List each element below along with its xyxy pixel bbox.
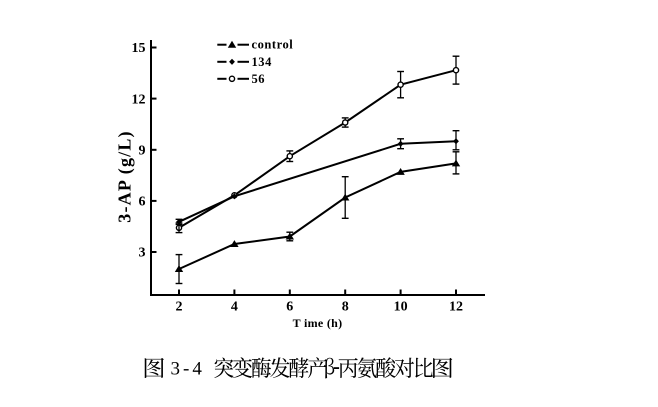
svg-text:12: 12 <box>449 300 463 315</box>
svg-text:T ime (h): T ime (h) <box>293 316 343 330</box>
svg-text:3: 3 <box>139 246 146 261</box>
svg-text:12: 12 <box>132 92 146 107</box>
svg-text:4: 4 <box>231 300 238 315</box>
svg-text:56: 56 <box>252 72 266 86</box>
svg-text:3-4: 3-4 <box>171 359 205 380</box>
svg-text:6: 6 <box>286 300 293 315</box>
svg-text:6: 6 <box>139 195 146 210</box>
svg-text:9: 9 <box>139 143 146 158</box>
svg-text:control: control <box>252 38 294 52</box>
svg-text:3-AP (g/L): 3-AP (g/L) <box>115 130 136 223</box>
svg-text:15: 15 <box>132 41 146 56</box>
svg-text:134: 134 <box>252 55 273 69</box>
svg-text:10: 10 <box>394 300 408 315</box>
svg-text:8: 8 <box>342 300 349 315</box>
svg-text:2: 2 <box>176 300 183 315</box>
